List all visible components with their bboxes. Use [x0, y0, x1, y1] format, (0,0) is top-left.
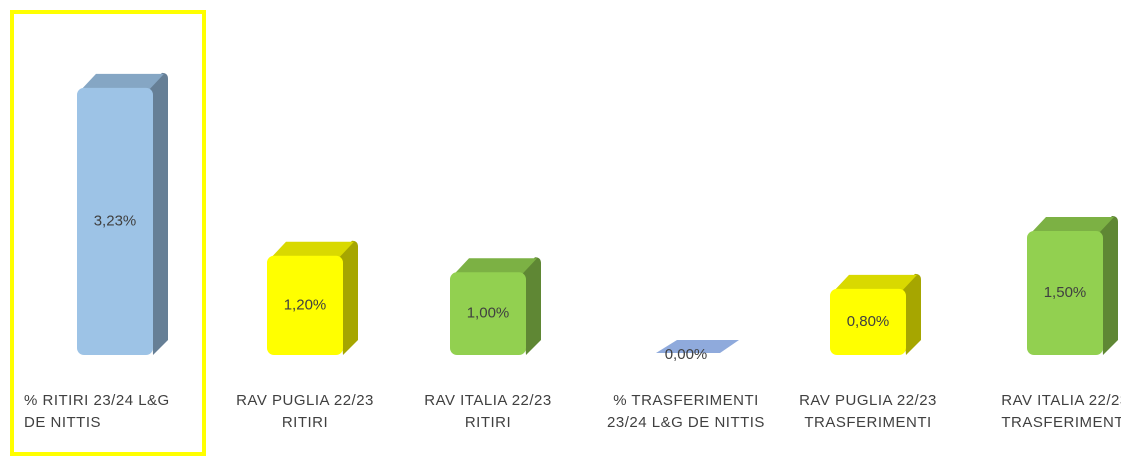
category-label: RAV PUGLIA 22/23 TRASFERIMENTI	[799, 392, 937, 431]
bar-top	[834, 274, 917, 291]
value-label: 1,20%	[284, 296, 327, 313]
bar-top	[1031, 216, 1114, 233]
value-label: 0,00%	[665, 346, 708, 363]
bar-top	[271, 241, 354, 258]
value-label: 1,50%	[1044, 284, 1087, 301]
bar-flat	[656, 340, 739, 353]
value-label: 1,00%	[467, 305, 510, 322]
category-label: RAV ITALIA 22/23 TRASFERIMENTI	[1001, 392, 1121, 431]
bar-front	[1027, 230, 1103, 355]
value-label: 3,23%	[94, 212, 137, 229]
category-label: RAV PUGLIA 22/23 RITIRI	[236, 392, 374, 431]
bar-front	[450, 272, 526, 355]
bar-front	[830, 288, 906, 355]
category-label: % RITIRI 23/24 L&G DE NITTIS	[24, 392, 170, 431]
bar-top	[81, 73, 164, 90]
bar-top	[454, 258, 537, 275]
category-label: % TRASFERIMENTI 23/24 L&G DE NITTIS	[607, 392, 765, 431]
category-label: RAV ITALIA 22/23 RITIRI	[424, 392, 552, 431]
bar-front	[77, 87, 153, 355]
highlight-box	[10, 10, 206, 456]
bar-front	[267, 255, 343, 355]
value-label: 0,80%	[847, 313, 890, 330]
